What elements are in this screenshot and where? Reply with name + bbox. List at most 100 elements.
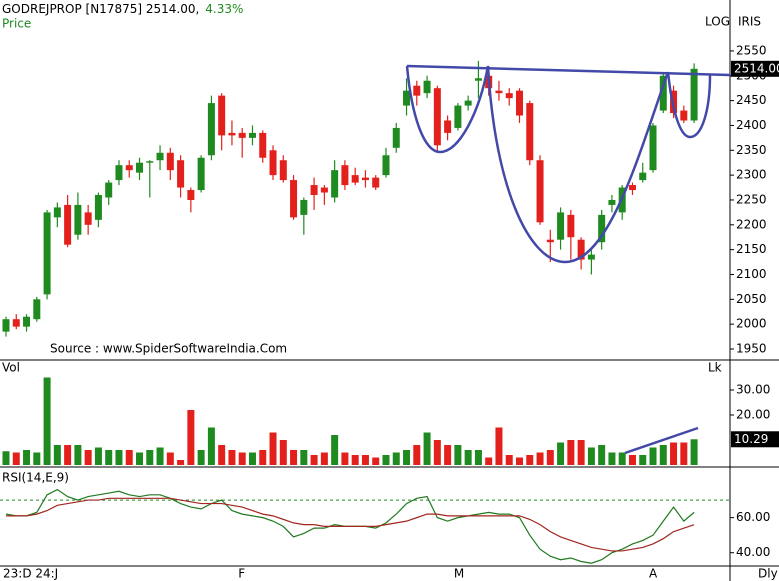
volume-bar [290,450,298,465]
y-tick-label: 2000 [736,317,767,331]
volume-bar [403,450,411,465]
volume-bar [608,452,616,465]
candle-body [218,95,226,136]
volume-bar [413,445,421,465]
candle-body [33,299,41,320]
candle-body [53,207,61,218]
candle-body [166,152,174,171]
last-value-label: 10.29 [734,432,768,446]
candle-body [361,177,369,181]
candle-body [608,199,616,205]
candle-body [639,172,647,181]
volume-bar [516,457,523,465]
price-label: Price [2,17,31,31]
trend-line [406,64,731,77]
candle-body [392,127,400,148]
y-tick-label: 2350 [736,143,767,157]
volume-bar [526,455,534,465]
volume-bar [495,427,503,465]
volume-bar [598,445,606,465]
volume-bar [670,442,678,465]
candle-body [557,212,565,240]
volume-bar [43,377,51,465]
candle-body [680,110,688,121]
rsi-line [6,497,695,552]
candle-body [197,157,205,191]
volume-bar [2,451,10,465]
candle-body [12,319,20,327]
volume-bar [84,450,92,465]
candle-body [177,160,185,188]
volume-bar [628,455,636,465]
candle-body [43,212,51,295]
volume-bar [125,450,133,465]
candle-body [587,254,595,260]
candle-body [74,204,82,235]
candle-body [23,316,31,327]
volume-bar [146,450,154,465]
volume-bar [23,450,31,465]
volume-bar [690,439,698,465]
handle [666,71,712,139]
y-tick-label: 2550 [736,43,767,57]
volume-bar [218,445,226,465]
y-tick-label: 2450 [736,93,767,107]
volume-bar [557,442,565,465]
volume-bar [474,450,482,465]
header-title: GODREJPROP [N17875] 2514.00, [2,2,199,16]
volume-bar [207,427,215,465]
y-tick-label: 2250 [736,192,767,206]
candle-body [495,90,503,94]
volume-bar [331,435,339,465]
volume-bar [639,455,647,465]
x-tick-label: 23:D 24:J [3,567,58,581]
y-tick-label: 40.00 [736,545,770,559]
period-label: Dly [758,567,778,581]
volume-title: Vol [2,361,20,375]
volume-bar [228,450,236,465]
last-value-box [731,431,779,448]
candle-body [444,120,452,133]
candle-body [628,185,636,191]
candle-body [300,199,308,215]
volume-bar [187,410,195,465]
candle-body [279,160,287,181]
volume-bar [259,450,267,465]
volume-bar [423,432,431,465]
volume-bar [74,445,82,465]
volume-bar [577,440,585,465]
candle-body [84,212,92,225]
header: GODREJPROP [N17875] 2514.00, 4.33% [2,2,243,16]
volume-bar [136,452,144,465]
volume-bar [197,450,205,465]
volume-bar [372,457,380,465]
candle-body [146,161,154,163]
candle-body [269,150,277,176]
candle-body [464,100,472,106]
candle-body [536,160,544,223]
volume-bar [12,452,20,465]
x-tick-label: M [454,567,464,581]
candle-body [248,132,256,138]
candle-body [207,103,215,156]
scale-label: IRIS [738,15,761,29]
volume-bar [279,440,287,465]
y-tick-label: 2300 [736,168,767,182]
y-tick-label: 2050 [736,292,767,306]
volume-bar [444,445,452,465]
rsi-title: RSI(14,E,9) [2,471,69,485]
volume-bar [238,452,246,465]
volume-bar [310,455,318,465]
candle-body [567,214,575,238]
plot: 1950 2000 2050 2100 2150 2200 2250 2300 2350 2400… [0,43,779,581]
candle-body [115,165,123,181]
source: Source : www.SpiderSoftwareIndia.Com [50,342,287,356]
y-tick-label: 2100 [736,267,767,281]
volume-bar [649,447,657,465]
candle-body [125,165,133,171]
candle-body [2,319,10,332]
volume-unit: Lk [708,361,722,375]
candle-body [382,155,390,176]
candle-body [259,132,267,158]
